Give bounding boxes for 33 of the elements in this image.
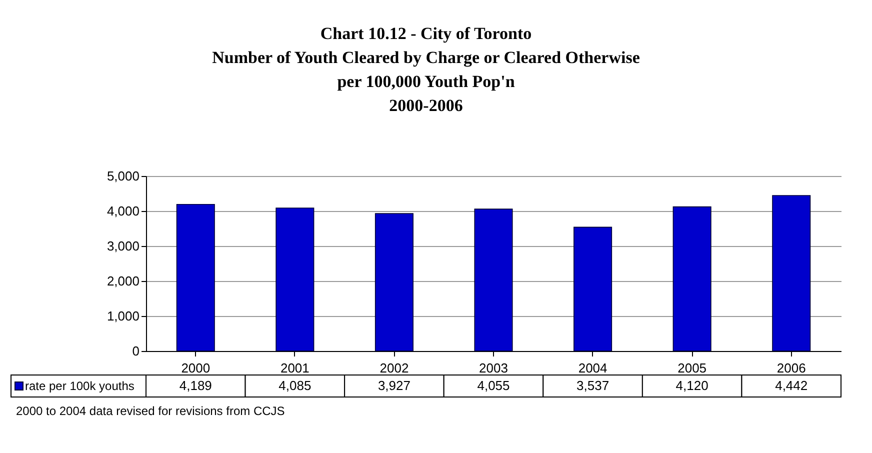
- data-label: 4,189: [179, 378, 212, 393]
- text: 2000 to 2004 data revised for revisions from CCJS: [16, 404, 285, 418]
- y-tick-label: 2,000: [106, 274, 140, 288]
- x-tick-label: 2003: [479, 360, 508, 376]
- bar: [574, 226, 612, 352]
- text: per 100,000 Youth Pop'n: [337, 72, 515, 91]
- data-label: 4,120: [676, 378, 708, 393]
- text: Number of Youth Cleared by Charge or Cleared Otherwise: [212, 48, 640, 67]
- x-tick-label: 2006: [776, 360, 806, 376]
- y-tick-label: 3,000: [106, 238, 140, 254]
- y-tick-label: 4,000: [106, 204, 140, 218]
- x-tick-label: 2004: [578, 360, 608, 376]
- x-tick-label: 2005: [678, 360, 707, 376]
- bar: [176, 204, 215, 352]
- data-label: 3,537: [576, 378, 610, 393]
- bar: [474, 208, 513, 352]
- data-label: 3,927: [378, 378, 410, 393]
- data-label: 4,055: [477, 378, 510, 393]
- bar: [672, 206, 712, 352]
- x-tick-label: 2001: [280, 360, 310, 376]
- x-tick-label: 2002: [380, 360, 409, 376]
- bar: [374, 213, 414, 352]
- bar: [772, 195, 811, 352]
- text: 2000-2006: [389, 96, 463, 115]
- y-tick-label: 5,000: [106, 168, 140, 184]
- x-tick-label: 2000: [181, 360, 210, 376]
- data-label: 4,442: [775, 378, 808, 393]
- y-tick-label: 1,000: [106, 308, 140, 324]
- y-tick-label: 0: [132, 344, 140, 358]
- text: Chart 10.12 - City of Toronto: [320, 24, 532, 43]
- data-label: 4,085: [278, 378, 312, 393]
- legend-label: rate per 100k youths: [25, 379, 134, 393]
- bar: [276, 208, 314, 352]
